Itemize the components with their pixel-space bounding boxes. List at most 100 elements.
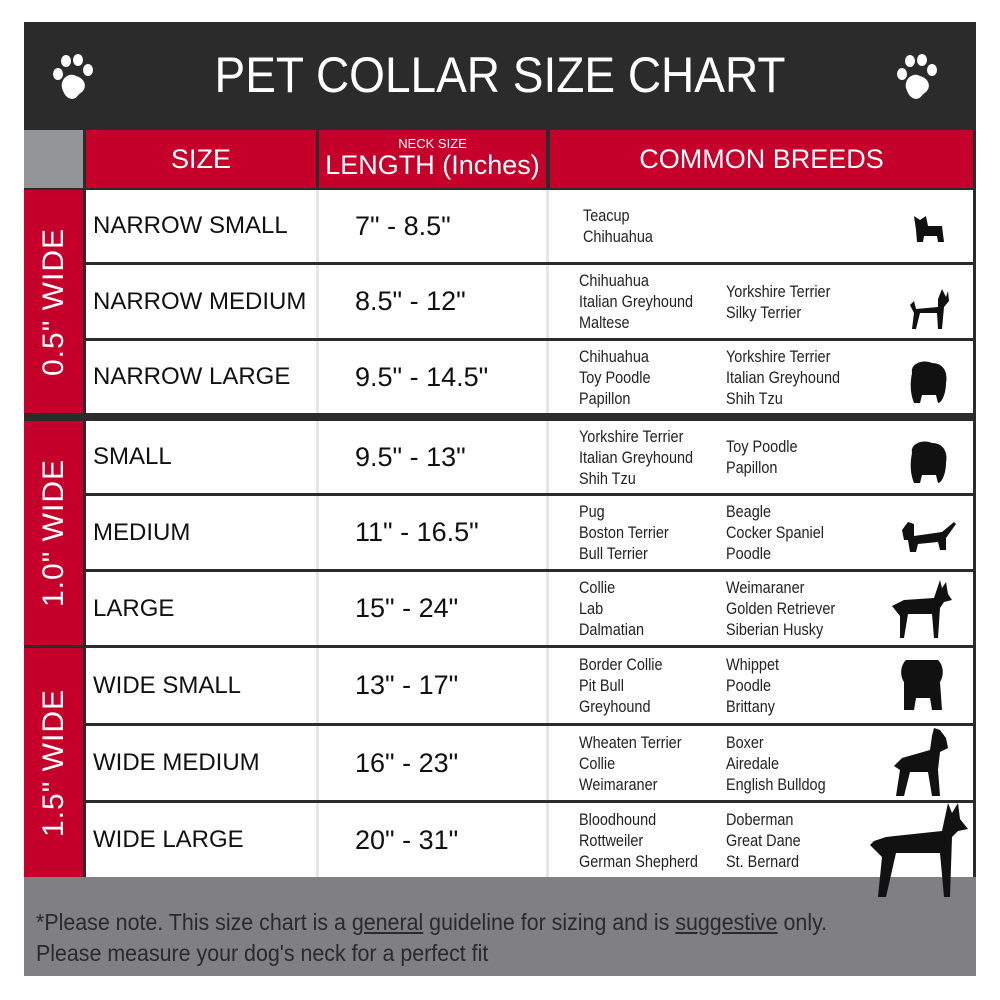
length-cell: 8.5" - 12" <box>355 286 466 316</box>
breed-name: Boxer <box>726 732 764 752</box>
breed-name: Cocker Spaniel <box>726 523 824 542</box>
breed-name: Italian Greyhound <box>726 367 841 387</box>
size-cell: MEDIUM <box>93 518 191 546</box>
breed-name: Wheaten Terrier <box>579 732 682 752</box>
column-divider <box>546 190 549 262</box>
column-divider <box>316 648 319 723</box>
table-row: LARGE 15" - 24" Collie Lab Dalmatian Weimaran… <box>86 572 973 645</box>
paw-print-icon <box>53 54 93 99</box>
breeds-column-1: Chihuahua Italian Greyhound Maltese <box>579 265 693 338</box>
breeds-column-1: Wheaten Terrier Collie Weimaraner <box>579 726 682 800</box>
breeds-column-2: Toy Poodle Papillon <box>726 421 798 493</box>
breeds-column-1: Chihuahua Toy Poodle Papillon <box>579 341 651 413</box>
length-cell: 15" - 24" <box>355 593 459 623</box>
breed-name: Bloodhound <box>579 809 657 829</box>
note-suggestive: suggestive <box>675 909 778 935</box>
table-row: MEDIUM 11" - 16.5" Pug Boston Terrier Bull T… <box>86 496 973 569</box>
breed-name: Boston Terrier <box>579 523 669 542</box>
breeds-column-2: Yorkshire Terrier Silky Terrier <box>726 265 830 338</box>
size-cell: WIDE SMALL <box>93 671 242 699</box>
breed-name: Poodle <box>726 544 771 563</box>
column-divider <box>546 572 549 645</box>
pomeranian-silhouette-icon <box>908 439 948 490</box>
chihuahua-silhouette-icon <box>908 287 950 336</box>
column-divider <box>316 803 319 877</box>
column-divider <box>316 572 319 645</box>
column-divider <box>546 265 549 338</box>
size-chart: PET COLLAR SIZE CHART SIZE NECK SIZE LEN… <box>24 22 976 976</box>
breeds-column-1: Border Collie Pit Bull Greyhound <box>579 648 663 723</box>
breeds-column-2: Beagle Cocker Spaniel Poodle <box>726 496 824 569</box>
size-cell: NARROW LARGE <box>93 363 291 390</box>
header-size-label: SIZE <box>170 143 231 174</box>
breed-name: Whippet <box>726 655 780 674</box>
breeds-column-1: Bloodhound Rottweiler German Shepherd <box>579 803 698 877</box>
breed-name: Chihuahua <box>579 346 649 366</box>
length-cell: 13" - 17" <box>355 670 459 700</box>
width-group-label: 1.0" WIDE <box>24 421 83 645</box>
note-general: general <box>351 909 424 935</box>
breed-name: Doberman <box>726 809 794 829</box>
breed-name: Collie <box>579 753 616 773</box>
note-line2: Please measure your dog's neck for a per… <box>36 940 489 966</box>
note-part3: only. <box>777 909 828 935</box>
disclaimer-text: *Please note. This size chart is a gener… <box>36 907 827 969</box>
breed-name: St. Bernard <box>726 851 800 871</box>
breed-name: Shih Tzu <box>726 388 783 408</box>
header-neck-size-label: NECK SIZE <box>398 135 467 151</box>
breeds-column-2: Boxer Airedale English Bulldog <box>726 726 826 800</box>
yorkie-silhouette-icon <box>912 212 946 251</box>
breed-name: Great Dane <box>726 830 801 850</box>
paw-print-icon <box>897 54 937 99</box>
breed-name: Chihuahua <box>579 271 649 290</box>
doberman-silhouette-icon <box>866 801 970 906</box>
table-row: NARROW MEDIUM 8.5" - 12" Chihuahua Italian … <box>86 265 973 338</box>
breed-name: Dalmatian <box>579 620 645 639</box>
pomeranian-silhouette-icon <box>908 359 948 410</box>
header-corner <box>24 130 83 188</box>
breeds-column-2: Doberman Great Dane St. Bernard <box>726 803 801 877</box>
breed-name: Pit Bull <box>579 676 624 695</box>
breed-name: Shih Tzu <box>579 468 636 488</box>
size-cell: NARROW MEDIUM <box>93 287 307 315</box>
note-part2: guideline for sizing and is <box>423 909 670 935</box>
breed-name: Yorkshire Terrier <box>726 281 831 301</box>
breed-name: Toy Poodle <box>726 437 798 456</box>
length-cell: 16" - 23" <box>355 747 459 778</box>
table-row: WIDE LARGE 20" - 31" Bloodhound Rottweiler G… <box>86 803 973 897</box>
breed-name: Airedale <box>726 753 780 773</box>
breed-name: Teacup <box>583 206 630 225</box>
width-label: 1.0" WIDE <box>36 458 70 608</box>
column-divider <box>316 341 319 413</box>
breed-name: Collie <box>579 578 616 597</box>
width-group-label: 0.5" WIDE <box>24 190 83 413</box>
breed-name: Bull Terrier <box>579 544 648 563</box>
footer-note: *Please note. This size chart is a gener… <box>24 877 976 976</box>
header-length-label: LENGTH (Inches) <box>325 149 540 180</box>
header-breeds: COMMON BREEDS <box>550 130 973 188</box>
breed-name: Toy Poodle <box>579 367 651 387</box>
length-cell: 9.5" - 14.5" <box>355 361 489 392</box>
bulldog-silhouette-icon <box>898 658 946 717</box>
breed-name: Border Collie <box>579 655 663 674</box>
breed-name: Poodle <box>726 676 771 695</box>
breed-name: German Shepherd <box>579 851 698 871</box>
size-cell: LARGE <box>93 594 175 622</box>
breed-name: Maltese <box>579 313 630 332</box>
column-divider <box>316 265 319 338</box>
size-cell: NARROW SMALL <box>93 212 288 239</box>
column-divider <box>546 726 549 800</box>
column-divider <box>546 341 549 413</box>
breed-name: Pug <box>579 502 605 521</box>
breed-name: Rottweiler <box>579 830 644 850</box>
length-cell: 20" - 31" <box>355 824 459 855</box>
width-label: 1.5" WIDE <box>36 688 70 837</box>
column-divider <box>316 726 319 800</box>
column-divider <box>546 648 549 723</box>
length-cell: 9.5" - 13" <box>355 441 466 472</box>
column-divider <box>546 421 549 493</box>
breed-name: Weimaraner <box>579 774 658 794</box>
breeds-column-1: Pug Boston Terrier Bull Terrier <box>579 496 669 569</box>
dachshund-silhouette-icon <box>900 516 958 561</box>
size-cell: SMALL <box>93 443 172 470</box>
